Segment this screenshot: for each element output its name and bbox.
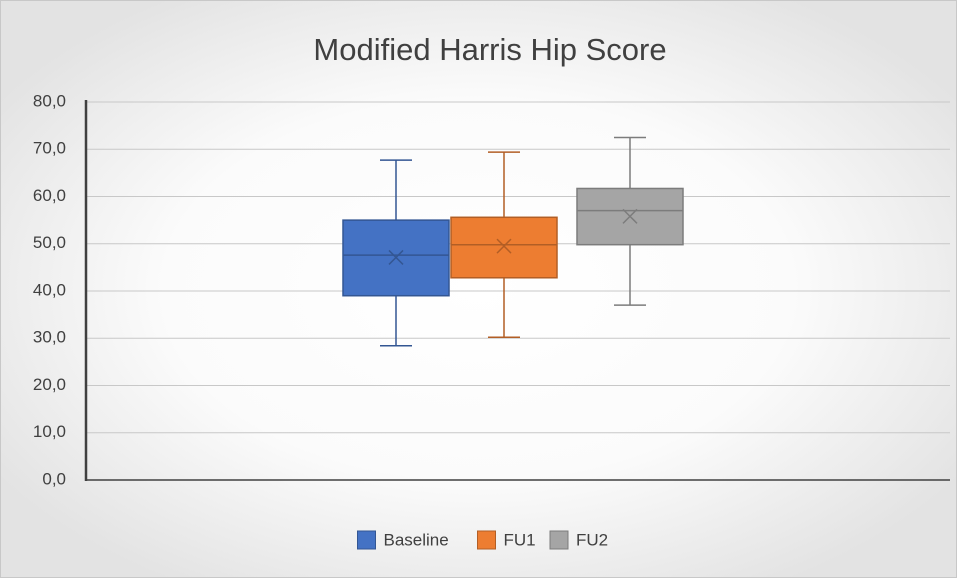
box — [450, 216, 558, 279]
y-tick-label: 50,0 — [33, 233, 66, 252]
mean-marker — [622, 208, 638, 224]
mean-marker — [496, 238, 512, 254]
legend-swatch — [357, 530, 376, 550]
y-tick-label: 30,0 — [33, 328, 66, 347]
mean-marker — [388, 249, 404, 265]
legend-label: Baseline — [384, 530, 449, 549]
y-tick-label: 40,0 — [33, 280, 66, 299]
legend-label: FU2 — [576, 530, 608, 549]
chart-title: Modified Harris Hip Score — [313, 32, 666, 67]
legend-swatch — [477, 530, 496, 550]
y-tick-label: 60,0 — [33, 186, 66, 205]
y-tick-label: 80,0 — [33, 91, 66, 110]
y-tick-label: 0,0 — [42, 469, 66, 488]
legend-swatch — [549, 530, 569, 550]
y-tick-label: 10,0 — [33, 422, 66, 441]
y-tick-label: 20,0 — [33, 375, 66, 394]
legend-label: FU1 — [504, 530, 536, 549]
y-tick-label: 70,0 — [33, 139, 66, 158]
